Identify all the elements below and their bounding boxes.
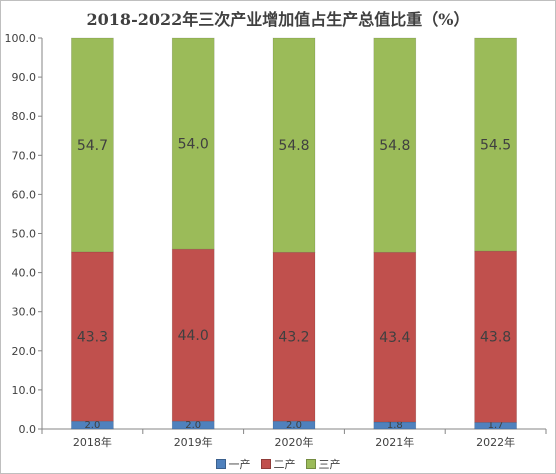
chart-legend: 一产 二产 三产 [0,456,556,472]
legend-label: 三产 [318,458,341,471]
y-tick-label: 60.0 [12,188,37,201]
y-tick-label: 30.0 [12,306,37,319]
data-label: 54.5 [480,138,511,154]
data-label: 44.0 [178,328,209,344]
data-label: 1.8 [387,420,403,431]
x-tick-label: 2020年 [275,435,314,449]
data-label: 43.8 [480,330,511,346]
data-label: 54.0 [178,137,209,153]
y-tick-label: 80.0 [12,110,37,123]
legend-item: 三产 [305,456,341,472]
bar-segment-三产-2019年 [171,37,215,250]
data-label: 54.7 [77,138,108,154]
y-tick-label: 10.0 [12,384,37,397]
bar-segment-三产-2021年 [373,37,417,253]
bar-segment-三产-2018年 [71,37,114,253]
bar-segment-二产-2021年 [373,251,417,423]
data-label: 2.0 [185,420,201,431]
data-label: 43.3 [77,330,108,346]
data-label: 43.4 [379,330,410,346]
chart-title: 2018-2022年三次产业增加值占生产总值比重（%） [86,10,470,29]
legend-swatch [305,459,316,469]
y-tick-label: 100.0 [5,32,37,45]
legend-item: 二产 [260,456,296,472]
x-tick-label: 2018年 [73,435,112,449]
y-tick-label: 50.0 [12,228,37,241]
data-label: 1.7 [488,420,504,431]
legend-item: 一产 [215,456,251,472]
legend-label: 一产 [228,458,251,471]
data-label: 54.8 [278,138,309,154]
bar-segment-三产-2020年 [272,37,316,253]
bar-segment-二产-2020年 [272,251,316,422]
x-tick-label: 2022年 [476,435,515,449]
y-tick-label: 0.0 [19,423,37,436]
legend-label: 二产 [273,458,296,471]
y-tick-label: 40.0 [12,267,37,280]
data-label: 54.8 [379,138,410,154]
legend-swatch [260,459,271,469]
y-tick-label: 20.0 [12,345,37,358]
x-tick-label: 2021年 [375,435,414,449]
bar-segment-二产-2019年 [171,248,215,422]
bar-segment-二产-2022年 [474,250,517,423]
y-tick-label: 70.0 [12,149,37,162]
legend-swatch [215,459,226,469]
data-label: 2.0 [84,420,100,431]
data-label: 2.0 [286,420,302,431]
x-tick-label: 2019年 [174,435,213,449]
data-label: 43.2 [278,330,309,346]
bar-segment-三产-2022年 [474,37,517,252]
y-tick-label: 90.0 [12,71,37,84]
